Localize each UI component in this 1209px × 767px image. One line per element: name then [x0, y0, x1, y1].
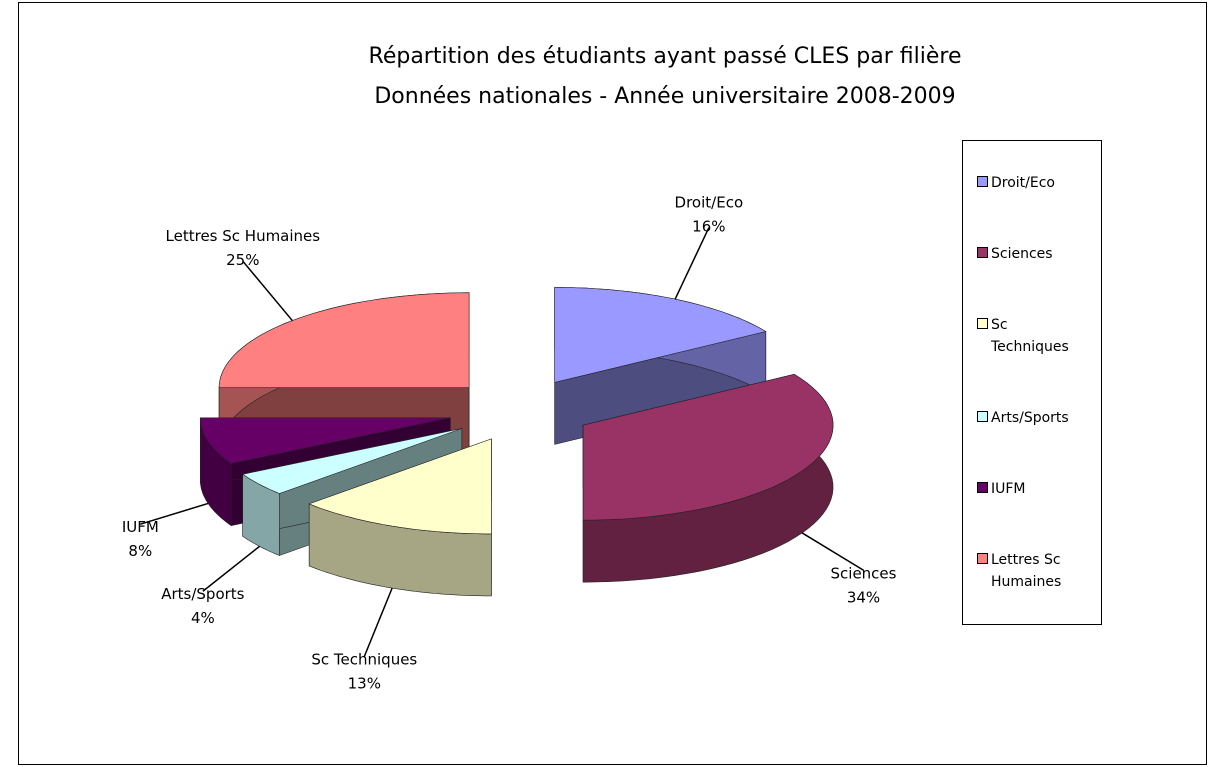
legend-swatch — [977, 411, 988, 423]
data-label-name: Arts/Sports — [161, 585, 244, 603]
legend-swatch — [977, 553, 988, 565]
data-label-name: IUFM — [122, 518, 159, 536]
legend-label: Lettres Sc Humaines — [991, 552, 1062, 591]
legend-item: IUFM — [977, 478, 1097, 500]
data-label: 4% — [191, 609, 215, 627]
slice — [554, 287, 767, 445]
legend-item: Sc Techniques — [977, 314, 1097, 358]
slice — [308, 438, 492, 597]
slice — [218, 292, 470, 389]
data-label: 8% — [128, 542, 152, 560]
chart-title: Répartition des étudiants ayant passé CL… — [369, 44, 962, 69]
legend-swatch — [977, 246, 988, 258]
legend-item: Arts/Sports — [977, 407, 1097, 429]
slice — [308, 438, 492, 535]
leader-line — [801, 532, 864, 571]
legend-label: Droit/Eco — [991, 174, 1055, 191]
chart-frame — [18, 2, 1207, 765]
slice — [200, 417, 451, 464]
data-label: 13% — [348, 674, 381, 692]
slice — [241, 428, 462, 494]
legend-swatch — [977, 482, 988, 494]
legend-item: Sciences — [977, 243, 1097, 265]
data-label: 34% — [847, 588, 880, 606]
legend: Droit/Eco Sciences Sc Techniques Arts/Sport… — [962, 140, 1102, 625]
slice — [582, 373, 834, 583]
data-label: 16% — [692, 218, 725, 236]
legend-item: Lettres Sc Humaines — [977, 549, 1097, 593]
legend-swatch — [977, 317, 988, 329]
leader-line — [140, 502, 209, 525]
data-label: 25% — [226, 251, 259, 269]
chart-subtitle: Données nationales - Année universitaire… — [374, 84, 955, 109]
leader-line — [202, 545, 260, 592]
legend-swatch — [977, 175, 988, 187]
data-label-name: Sc Techniques — [311, 650, 417, 668]
leader-line — [674, 227, 710, 300]
legend-label: Sciences — [991, 245, 1053, 262]
data-label-name: Lettres Sc Humaines — [166, 227, 321, 245]
leader-line — [242, 260, 293, 322]
legend-label: IUFM — [991, 481, 1026, 498]
leader-line — [363, 587, 393, 657]
legend-label: Sc Techniques — [991, 316, 1069, 355]
legend-item: Droit/Eco — [977, 172, 1097, 194]
data-label-name: Droit/Eco — [675, 194, 744, 212]
slice — [582, 373, 834, 521]
legend-label: Arts/Sports — [991, 410, 1069, 427]
data-label-name: Sciences — [831, 564, 897, 582]
